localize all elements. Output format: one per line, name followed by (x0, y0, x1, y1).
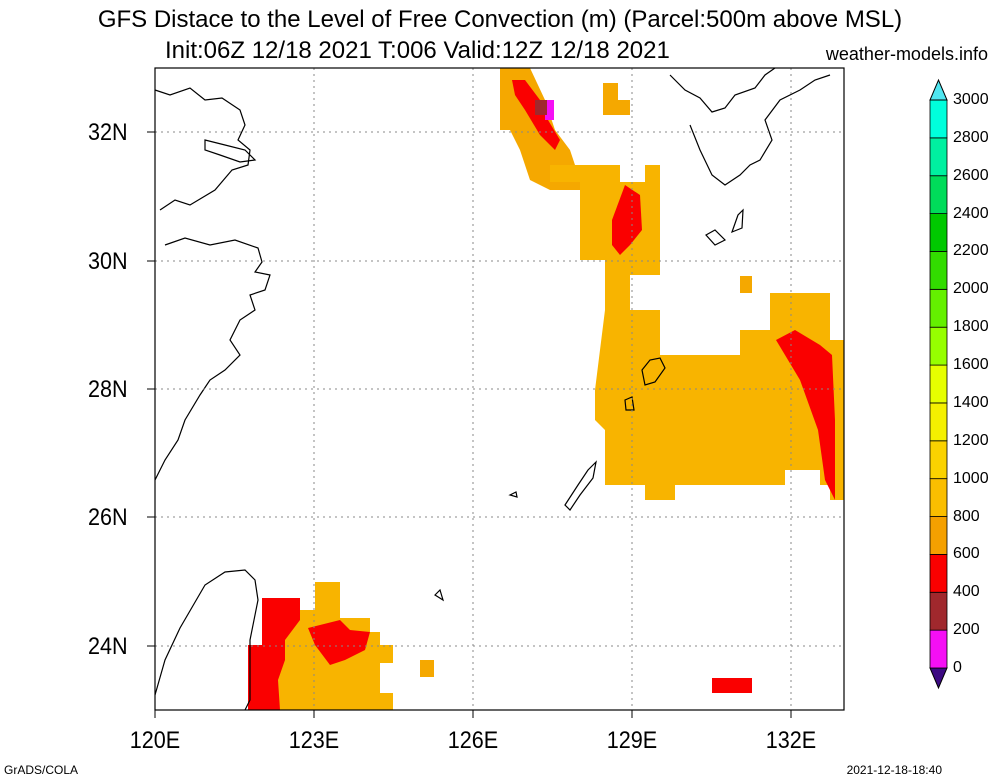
colorbar-label-1200: 1200 (953, 431, 989, 449)
colorbar-band-1000 (929, 440, 948, 480)
colorbar-band-2400 (929, 175, 948, 215)
colorbar-band-2600 (929, 137, 948, 177)
lat-label-24n: 24N (88, 633, 128, 660)
chart-title: GFS Distace to the Level of Free Convect… (97, 6, 903, 33)
shade-north-brown (535, 100, 547, 115)
lon-label-120e: 120E (129, 727, 181, 754)
lon-label-126e: 126E (447, 727, 499, 754)
colorbar-band-0 (929, 629, 948, 669)
shade-north-magenta (545, 100, 554, 120)
colorbar (929, 78, 948, 690)
colorbar-band-200 (929, 591, 948, 631)
coast-china-inner (204, 139, 257, 163)
colorbar-band-1600 (929, 326, 948, 366)
coast-island-amami (641, 357, 666, 386)
coast-korea (669, 67, 776, 113)
colorbar-label-1600: 1600 (953, 356, 989, 374)
colorbar-band-1200 (929, 402, 948, 442)
coast-taiwan (154, 569, 259, 711)
colorbar-label-2600: 2600 (953, 166, 989, 184)
coast-island-jeju (705, 229, 727, 246)
gridlines (155, 68, 844, 710)
colorbar-band-1400 (929, 364, 948, 404)
coast-island-tanegashima (730, 208, 744, 234)
coast-island-small3 (434, 588, 445, 602)
lat-label-32n: 32N (88, 119, 128, 146)
colorbar-label-1000: 1000 (953, 469, 989, 487)
colorbar-band-800 (929, 478, 948, 517)
shaded-fields (248, 68, 844, 710)
colorbar-label-2400: 2400 (953, 204, 989, 222)
colorbar-label-200: 200 (953, 621, 980, 639)
coast-island-small1 (624, 396, 635, 411)
shade-south-red-box (712, 678, 752, 693)
shade-small-island-top (603, 83, 630, 115)
lon-label-123e: 123E (288, 727, 340, 754)
shade-south-red2 (308, 620, 370, 665)
colorbar-label-1400: 1400 (953, 393, 989, 411)
colorbar-label-0: 0 (953, 659, 962, 676)
colorbar-label-800: 800 (953, 507, 980, 525)
shade-east-red1 (612, 185, 642, 255)
shade-south-outlier (420, 660, 434, 677)
colorbar-band-2800 (929, 99, 948, 139)
coast-island-small2 (508, 491, 518, 498)
lon-label-132e: 132E (765, 727, 817, 754)
colorbar-band-400 (929, 554, 948, 593)
colorbar-label-2800: 2800 (953, 128, 989, 146)
site-credit: weather-models.info (825, 44, 988, 64)
shade-east-outlier (740, 276, 752, 293)
footer-credit: GrADS/COLA (4, 763, 79, 777)
coast-kyushu (689, 74, 831, 186)
coast-china (154, 87, 271, 481)
shade-east-red2 (776, 330, 835, 500)
lat-label-30n: 30N (88, 248, 128, 275)
colorbar-band-1800 (929, 288, 948, 328)
colorbar-band-600 (929, 516, 948, 555)
axis-ticks (147, 131, 792, 718)
colorbar-label-2000: 2000 (953, 280, 989, 298)
colorbar-label-3000: 3000 (953, 91, 989, 108)
colorbar-max-arrow (929, 78, 948, 101)
colorbar-band-2000 (929, 251, 948, 290)
lat-label-26n: 26N (88, 504, 128, 531)
footer-timestamp: 2021-12-18-18:40 (846, 763, 942, 777)
colorbar-band-2200 (929, 213, 948, 252)
colorbar-label-1800: 1800 (953, 318, 989, 336)
lon-label-129e: 129E (606, 727, 658, 754)
colorbar-min-arrow (929, 667, 948, 690)
coastlines (154, 67, 831, 711)
lat-label-28n: 28N (88, 376, 128, 403)
colorbar-label-2200: 2200 (953, 242, 989, 260)
shade-south-red1 (248, 598, 300, 710)
colorbar-label-400: 400 (953, 583, 980, 601)
colorbar-label-600: 600 (953, 545, 980, 563)
coast-island-okinawa (564, 460, 597, 511)
chart-subtitle: Init:06Z 12/18 2021 T:006 Valid:12Z 12/1… (165, 37, 670, 64)
